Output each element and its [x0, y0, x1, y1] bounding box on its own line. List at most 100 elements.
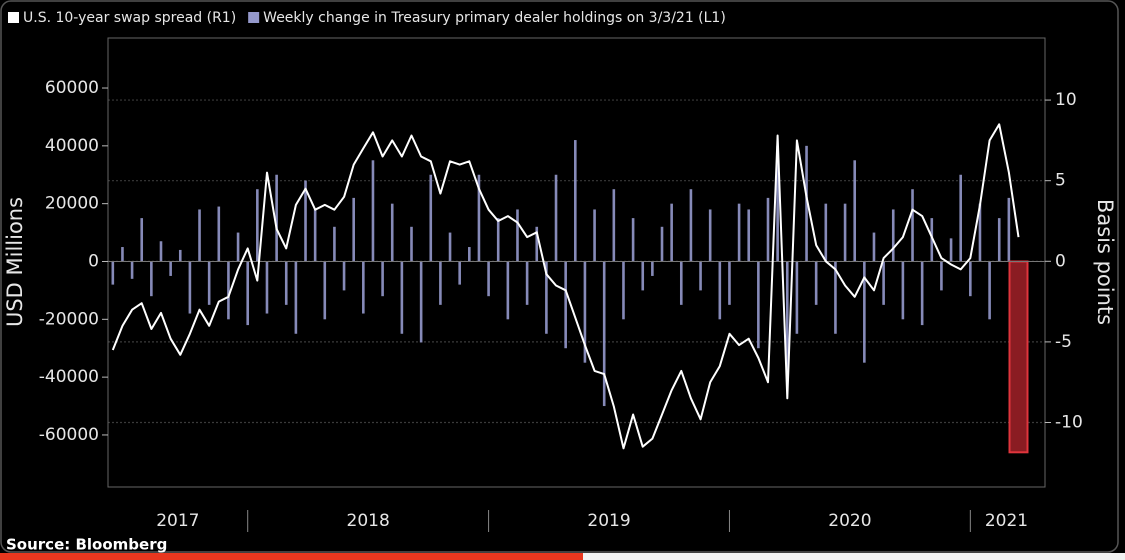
y-tick-label: 60000: [45, 78, 99, 98]
bar: [766, 197, 770, 262]
bar: [207, 261, 211, 305]
bar: [342, 261, 346, 291]
bar: [275, 174, 278, 262]
bar: [304, 180, 307, 262]
bar: [448, 232, 452, 262]
bar: [1007, 197, 1011, 262]
x-tick-label: 2018: [347, 511, 390, 531]
bar: [969, 261, 972, 297]
bar: [429, 174, 433, 262]
bar: [843, 203, 847, 262]
y2-tick-label: 0: [1055, 251, 1066, 271]
y-tick-label: -40000: [39, 367, 99, 387]
bar: [728, 261, 731, 305]
x-tick-label: 2021: [985, 511, 1028, 531]
bar: [169, 261, 172, 276]
bar: [891, 209, 895, 262]
bar: [776, 145, 779, 262]
bar: [757, 261, 760, 349]
bar: [872, 232, 876, 262]
bar: [371, 160, 375, 262]
bar: [390, 203, 394, 262]
line: [111, 123, 1020, 450]
bar: [217, 206, 221, 262]
bar: [458, 261, 461, 285]
bar: [362, 261, 365, 314]
y-tick-label: 20000: [45, 194, 99, 214]
y2-axis-title: Basis points: [1093, 199, 1117, 325]
bar: [121, 247, 124, 262]
y-axis-title: USD Millions: [3, 197, 27, 327]
bar: [246, 261, 250, 326]
bar: [410, 226, 413, 262]
bar: [111, 261, 115, 285]
y2-tick-label: -5: [1055, 332, 1072, 352]
bar: [612, 189, 616, 262]
bar: [554, 174, 558, 262]
bar: [978, 203, 982, 262]
bar: [747, 209, 751, 262]
bar: [949, 238, 953, 262]
bar: [834, 261, 837, 334]
bar: [882, 261, 885, 305]
y2-tick-label: 10: [1055, 90, 1077, 110]
bar: [805, 145, 808, 262]
bar: [679, 261, 683, 305]
bar: [477, 174, 481, 262]
source: Source: Bloomberg: [6, 536, 167, 554]
bar: [814, 261, 818, 305]
bar: [525, 261, 529, 305]
bar: [699, 261, 702, 291]
bar: [853, 160, 857, 262]
bar: [911, 189, 914, 262]
bar: [400, 261, 404, 334]
bar: [602, 261, 606, 407]
bar: [670, 203, 673, 262]
legend-label: Weekly change in Treasury primary dealer…: [263, 10, 726, 26]
bar: [439, 261, 442, 305]
bar: [333, 226, 336, 262]
bar: [284, 261, 288, 305]
bar: [294, 261, 298, 334]
bar: [718, 261, 722, 320]
bar: [795, 261, 799, 334]
bar: [564, 261, 567, 349]
bar: [824, 203, 828, 262]
bar: [535, 226, 539, 262]
bar: [178, 249, 182, 262]
bar: [236, 232, 240, 262]
bar: [940, 261, 943, 291]
bar: [352, 197, 355, 262]
bar: [737, 203, 741, 262]
progress-bar: [0, 553, 583, 560]
bar: [689, 189, 693, 262]
bar: [863, 261, 866, 363]
bar: [959, 174, 962, 262]
bar: [545, 261, 548, 334]
bar: [313, 209, 317, 262]
x-tick-label: 2020: [828, 511, 871, 531]
y-tick-label: 40000: [45, 136, 99, 156]
bar: [198, 209, 201, 262]
y2-tick-label: 5: [1055, 171, 1066, 191]
bar: [381, 261, 384, 297]
bar: [708, 209, 712, 262]
bar: [159, 241, 163, 262]
y-tick-label: -60000: [39, 425, 99, 445]
bar: [651, 261, 654, 276]
bar: [150, 261, 153, 297]
bar: [227, 261, 230, 320]
plot-border: [107, 37, 1046, 488]
bar: [641, 261, 645, 291]
bar: [920, 261, 924, 326]
y-tick-label: 0: [88, 251, 99, 271]
bar: [785, 261, 789, 378]
bar: [622, 261, 625, 320]
bar: [188, 261, 192, 314]
bar: [140, 218, 144, 262]
bar: [256, 189, 259, 262]
bar: [487, 261, 490, 297]
